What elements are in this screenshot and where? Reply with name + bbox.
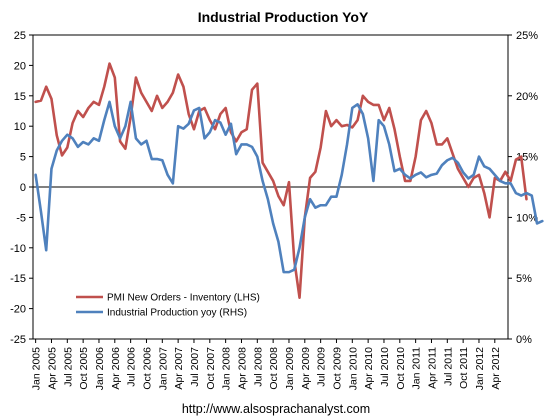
x-tick-label: Jul 2005 — [62, 347, 74, 387]
right-tick-label: 10% — [516, 212, 538, 224]
left-tick-label: 0 — [20, 182, 26, 194]
left-tick-label: 25 — [14, 30, 26, 42]
x-tick-label: Apr 2008 — [236, 347, 248, 390]
x-tick-label: Jan 2009 — [284, 347, 296, 390]
legend-label-1: PMI New Orders - Inventory (LHS) — [107, 293, 260, 304]
left-tick-label: 20 — [14, 60, 26, 72]
x-tick-label: Apr 2007 — [173, 347, 185, 390]
x-tick-label: Jul 2007 — [189, 347, 201, 387]
x-tick-label: Oct 2005 — [78, 347, 90, 390]
left-tick-label: -10 — [10, 243, 26, 255]
left-tick-label: 10 — [14, 121, 26, 133]
left-tick-label: -5 — [16, 212, 26, 224]
x-tick-label: Oct 2010 — [395, 347, 407, 390]
x-tick-label: Oct 2011 — [458, 347, 470, 389]
x-axis: Jan 2005 Apr 2005 Jul 2005 Oct 2005 Jan 2006… — [31, 186, 508, 390]
legend-label-2: Industrial Production yoy (RHS) — [107, 308, 247, 319]
x-tick-label: Jul 2006 — [126, 347, 138, 387]
x-tick-label: Jan 2011 — [411, 347, 423, 390]
x-tick-label: Oct 2009 — [331, 347, 343, 390]
x-tick-label: Jan 2012 — [474, 347, 486, 390]
left-tick-label: -15 — [10, 273, 26, 285]
x-tick-label: Apr 2012 — [490, 347, 502, 390]
footer-url: http://www.alsosprachanalyst.com — [182, 402, 370, 416]
left-tick-label: -25 — [10, 334, 26, 346]
x-tick-label: Apr 2011 — [426, 347, 438, 389]
left-tick-label: -20 — [10, 304, 26, 316]
x-tick-label: Jan 2005 — [31, 347, 43, 390]
legend: PMI New Orders - Inventory (LHS) Industri… — [76, 293, 260, 319]
x-tick-label: Jan 2008 — [221, 347, 233, 390]
chart-title: Industrial Production YoY — [198, 9, 369, 25]
x-tick-label: Apr 2005 — [46, 347, 58, 390]
right-tick-label: 20% — [516, 91, 538, 103]
left-tick-label: 15 — [14, 91, 26, 103]
series-layer — [34, 62, 544, 299]
left-axis: 25 20 15 10 5 0 -5 -10 -15 -20 -25 — [10, 30, 33, 346]
x-tick-label: Apr 2009 — [300, 347, 312, 390]
series-line-1 — [34, 62, 528, 299]
right-tick-label: 5% — [516, 273, 532, 285]
left-tick-label: 5 — [20, 152, 26, 164]
x-tick-label: Apr 2010 — [363, 347, 375, 390]
x-tick-label: Jan 2010 — [347, 347, 359, 390]
x-tick-label: Jan 2006 — [94, 347, 106, 390]
x-tick-label: Oct 2006 — [141, 347, 153, 390]
x-tick-label: Oct 2008 — [268, 347, 280, 390]
x-tick-label: Jul 2011 — [442, 347, 454, 386]
x-tick-label: Jul 2008 — [252, 347, 264, 387]
right-tick-label: 0% — [516, 334, 532, 346]
x-tick-label: Jan 2007 — [157, 347, 169, 390]
x-tick-label: Jul 2009 — [316, 347, 328, 387]
right-tick-label: 25% — [516, 30, 538, 42]
series-line-2 — [34, 100, 544, 274]
x-tick-label: Jul 2010 — [379, 347, 391, 387]
x-tick-label: Oct 2007 — [205, 347, 217, 390]
x-tick-label: Apr 2006 — [110, 347, 122, 390]
